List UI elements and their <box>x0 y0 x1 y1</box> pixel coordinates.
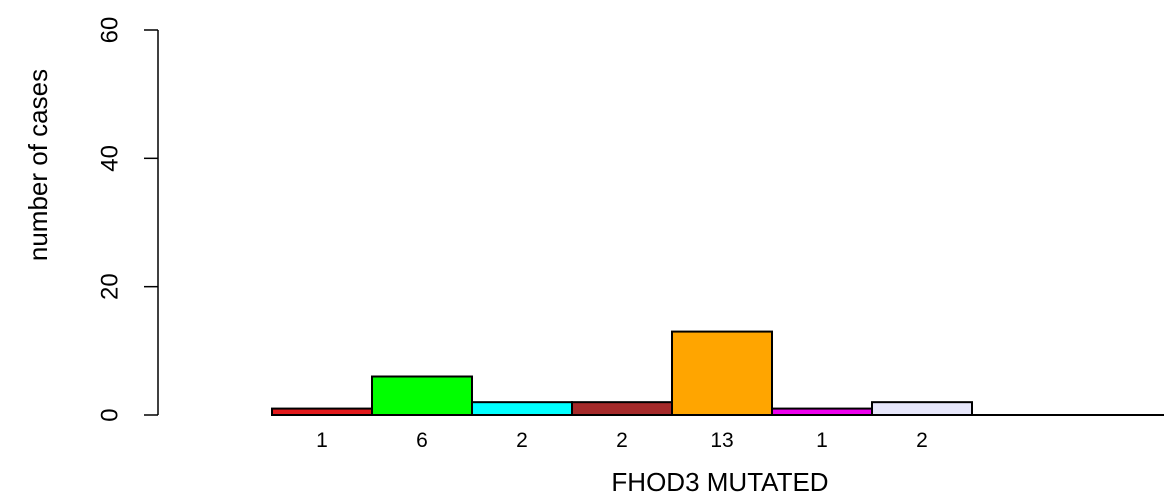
x-axis-title: FHOD3 MUTATED <box>611 467 828 497</box>
y-tick-label: 20 <box>97 273 124 300</box>
bar <box>471 401 573 416</box>
bar-count-label: 6 <box>416 429 428 452</box>
bar <box>871 401 973 416</box>
bar <box>371 375 473 416</box>
bar-count-labels: 1 6 2 2 13 1 2 <box>316 429 928 452</box>
bar-count-label: 2 <box>916 429 928 452</box>
bar-count-label: 1 <box>316 429 328 452</box>
y-axis: 0 20 40 60 <box>97 17 159 422</box>
bar <box>571 401 673 416</box>
y-tick-label: 0 <box>97 408 124 421</box>
bar-count-label: 2 <box>516 429 528 452</box>
bar-count-label: 2 <box>616 429 628 452</box>
bars <box>271 330 973 417</box>
bar-count-label: 1 <box>816 429 828 452</box>
y-axis-title: number of cases <box>23 69 53 261</box>
bar-count-label: 13 <box>710 429 733 452</box>
bar <box>671 330 773 417</box>
y-tick-label: 60 <box>97 17 124 44</box>
y-tick-label: 40 <box>97 145 124 172</box>
